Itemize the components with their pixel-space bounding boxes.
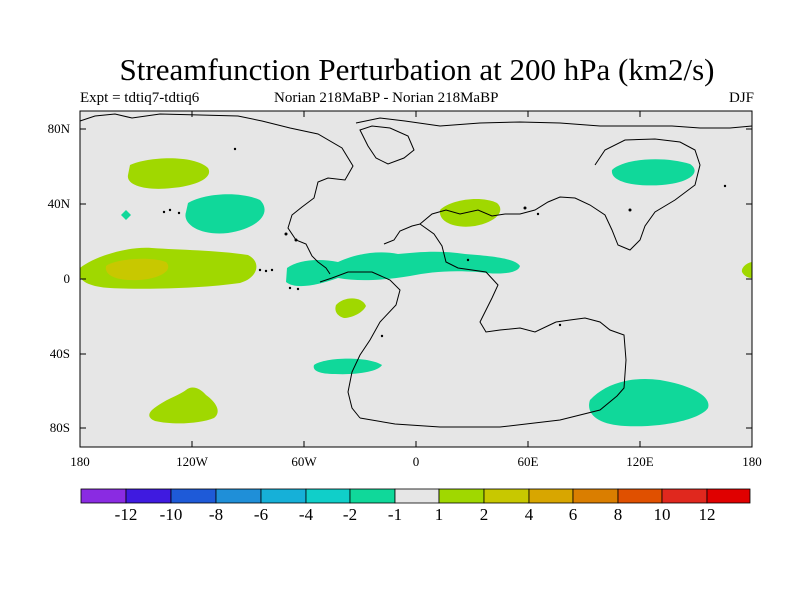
lat-label: 40N [47,196,70,211]
colorbar-label: -4 [298,505,314,524]
lon-label: 60E [517,454,539,469]
period-label: Norian 218MaBP - Norian 218MaBP [274,90,499,106]
island-mark [536,212,540,216]
colorbar-label: 8 [613,505,623,524]
island-mark [296,287,300,291]
coastline-south-america [319,271,401,419]
contour-fill-small-diamond-negative [121,210,131,220]
colorbar-box [617,488,663,504]
contour-fill-south-atlantic-positive [335,298,366,318]
colorbar-box [706,488,751,504]
lat-label: 40S [49,346,70,361]
island-mark [294,238,298,242]
colorbar-box [528,488,574,504]
colorbar-box [483,488,530,504]
colorbar-box [572,488,619,504]
island-mark [558,323,562,327]
island-mark [233,147,237,151]
island-mark [162,210,166,214]
lat-label: 80S [49,420,70,435]
colorbar-label: -12 [114,505,138,524]
island-mark [270,268,274,272]
contour-fill-south-atlantic-negative [313,358,382,375]
coastline-africa [383,223,557,333]
colorbar-label: -2 [342,505,358,524]
colorbar-label: 10 [653,505,671,524]
anomaly-fills [80,158,752,427]
colorbar-label: 6 [568,505,578,524]
contour-fill-east-pacific-negative [185,194,265,234]
island-mark [168,208,172,212]
colorbar-box [349,488,396,504]
island-mark [258,268,262,272]
contour-fill-atlantic-band-negative [286,251,520,287]
island-mark [523,206,527,210]
island-mark [177,211,181,215]
contour-fill-south-pacific-positive [149,387,218,424]
lat-label: 0 [63,271,71,286]
contour-fill-europe-positive [439,199,501,227]
island-mark [264,269,268,273]
lon-label: 120E [626,454,654,469]
contour-fill-east-asia-negative [611,159,695,186]
coastline-asia-east [505,138,701,251]
contour-fill-nh-pacific-positive [127,158,210,189]
coastlines [79,113,753,428]
experiment-label: Expt = tdtiq7-tdtiq6 [80,90,200,106]
colorbar-label: -1 [387,505,403,524]
lon-label: 120W [176,454,208,469]
island-marks [162,147,727,338]
colorbar-box [125,488,172,504]
chart-title: Streamfunction Perturbation at 200 hPa (… [119,52,715,87]
lon-label: 180 [70,454,90,469]
colorbar-box [438,488,485,504]
colorbar-box [260,488,307,504]
colorbar-label: 4 [524,505,534,524]
colorbar-label: 1 [434,505,444,524]
island-mark [288,286,292,290]
coastline-mediterranean [419,209,506,225]
island-mark [628,208,632,212]
colorbar-box [170,488,217,504]
contour-fill-tropical-pacific-core [105,258,169,281]
coastline-eurasia [355,117,753,129]
contour-fill-dateline-positive [741,262,752,278]
lon-ticks [191,111,641,447]
colorbar [80,488,751,504]
lon-label: 180 [742,454,762,469]
colorbar-label: -10 [159,505,183,524]
island-mark [380,334,384,338]
colorbar-box [80,488,127,504]
lon-label: 0 [412,454,420,469]
coastline-north-america [79,113,354,275]
colorbar-box [215,488,262,504]
coastline-greenland [359,125,415,165]
island-mark [466,258,470,262]
colorbar-label: 2 [479,505,489,524]
colorbar-label: -8 [208,505,224,524]
season-label: DJF [728,90,754,106]
colorbar-box [661,488,708,504]
colorbar-box [394,488,440,504]
island-mark [723,184,727,188]
lat-label: 80N [47,121,70,136]
island-mark [284,232,288,236]
colorbar-label: 12 [698,505,716,524]
coastline-antarctica [359,317,627,428]
lat-ticks [80,128,752,429]
colorbar-box [305,488,351,504]
colorbar-label: -6 [253,505,269,524]
contour-fill-south-indian-negative [589,378,709,427]
lon-label: 60W [291,454,317,469]
